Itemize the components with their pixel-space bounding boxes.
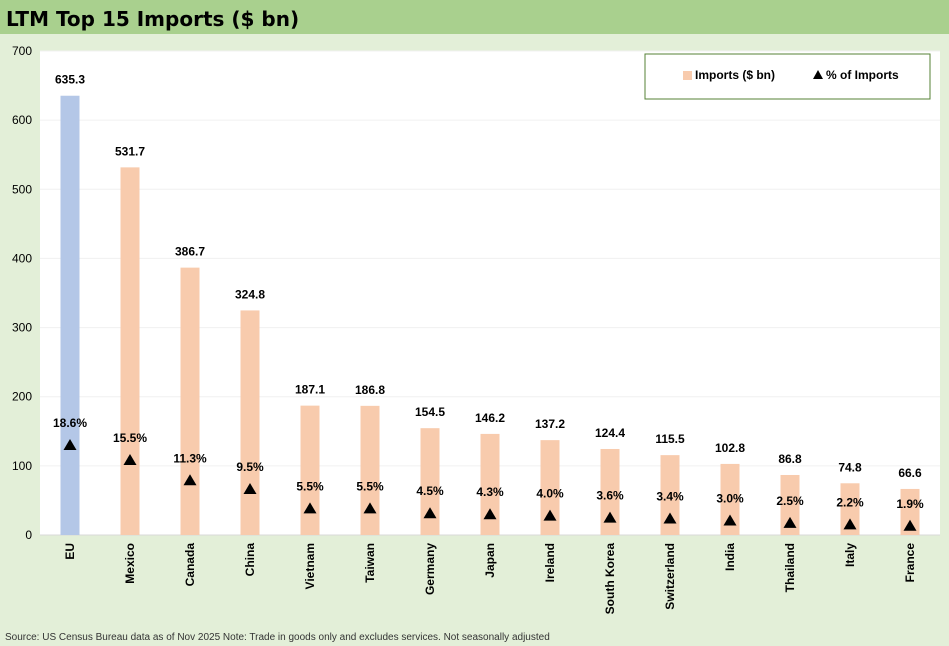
pct-value-label: 2.5% (776, 494, 804, 508)
x-tick-label: Mexico (123, 543, 137, 584)
pct-marker (663, 512, 677, 524)
bar-value-label: 324.8 (235, 287, 265, 301)
y-tick-label: 200 (12, 390, 32, 404)
x-tick-label: Switzerland (663, 543, 677, 610)
bar-value-label: 102.8 (715, 441, 745, 455)
bar-south-korea (600, 448, 620, 535)
legend-label-imports: Imports ($ bn) (695, 68, 775, 82)
y-tick-label: 300 (12, 321, 32, 335)
pct-value-label: 4.0% (536, 487, 564, 501)
x-tick-label: Germany (423, 543, 437, 595)
pct-marker (603, 511, 617, 523)
x-tick-label: Thailand (783, 543, 797, 592)
x-tick-label: India (723, 543, 737, 571)
pct-value-label: 5.5% (356, 479, 384, 493)
pct-marker (123, 453, 137, 465)
legend-swatch-imports (683, 71, 692, 80)
pct-marker (783, 516, 797, 528)
bar-canada (180, 267, 200, 535)
y-tick-label: 600 (12, 113, 32, 127)
bar-taiwan (360, 405, 380, 535)
bar-value-label: 86.8 (778, 452, 802, 466)
bar-value-label: 154.5 (415, 405, 445, 419)
bar-japan (480, 433, 500, 535)
pct-value-label: 4.5% (416, 484, 444, 498)
pct-value-label: 3.6% (596, 489, 624, 503)
bar-value-label: 531.7 (115, 144, 145, 158)
x-tick-label: Vietnam (303, 543, 317, 589)
pct-marker (903, 519, 917, 531)
pct-value-label: 9.5% (236, 460, 264, 474)
bar-thailand (780, 474, 800, 535)
source-note: Source: US Census Bureau data as of Nov … (5, 632, 550, 643)
chart-area: 0 100 200 300 400 500 600 700 635.3 18.6% EU 531.7 1… (0, 34, 949, 624)
bar-china (240, 310, 260, 535)
bar-value-label: 635.3 (55, 73, 85, 87)
bar-value-label: 124.4 (595, 426, 625, 440)
bar-ireland (540, 440, 560, 535)
bar-value-label: 74.8 (838, 460, 862, 474)
bar-value-label: 187.1 (295, 383, 325, 397)
pct-value-label: 1.9% (896, 497, 924, 511)
x-tick-label: Italy (843, 543, 857, 567)
pct-value-label: 11.3% (173, 451, 207, 465)
y-tick-label: 500 (12, 182, 32, 196)
x-tick-label: Ireland (543, 543, 557, 582)
pct-value-label: 18.6% (53, 416, 87, 430)
bar-value-label: 146.2 (475, 411, 505, 425)
bar-mexico (120, 167, 140, 535)
bar-india (720, 463, 740, 535)
pct-marker (363, 502, 377, 514)
title-bar: LTM Top 15 Imports ($ bn) (0, 0, 949, 34)
pct-marker (843, 518, 857, 530)
bar-value-label: 66.6 (898, 466, 922, 480)
pct-marker (183, 474, 197, 486)
bar-eu (60, 95, 80, 536)
pct-marker (543, 509, 557, 521)
x-tick-label: Japan (483, 543, 497, 578)
bar-value-label: 386.7 (175, 245, 205, 259)
pct-value-label: 2.2% (836, 495, 864, 509)
pct-marker (303, 502, 317, 514)
pct-marker (423, 507, 437, 519)
pct-marker (483, 508, 497, 520)
pct-marker (723, 514, 737, 526)
x-tick-label: France (903, 543, 917, 583)
imports-chart: 0 100 200 300 400 500 600 700 635.3 18.6% EU 531.7 1… (12, 44, 940, 615)
pct-value-label: 3.4% (656, 490, 684, 504)
legend-label-pct: % of Imports (826, 68, 899, 82)
y-tick-label: 700 (12, 44, 32, 58)
bar-france (900, 488, 920, 535)
x-tick-label: South Korea (603, 543, 617, 615)
y-tick-label: 400 (12, 251, 32, 265)
legend-box (644, 53, 931, 100)
pct-marker (63, 438, 77, 450)
x-tick-label: Canada (183, 543, 197, 587)
chart-title: LTM Top 15 Imports ($ bn) (6, 7, 300, 31)
x-tick-label: China (243, 543, 257, 577)
x-tick-label: EU (63, 543, 77, 560)
bar-italy (840, 483, 860, 535)
y-tick-label: 0 (25, 528, 32, 542)
bar-value-label: 137.2 (535, 417, 565, 431)
pct-value-label: 4.3% (476, 485, 504, 499)
bar-vietnam (300, 405, 320, 535)
pct-value-label: 3.0% (716, 491, 744, 505)
bar-value-label: 115.5 (655, 432, 685, 446)
bar-value-label: 186.8 (355, 383, 385, 397)
y-tick-label: 100 (12, 459, 32, 473)
bar-germany (420, 428, 440, 535)
x-tick-label: Taiwan (363, 543, 377, 583)
pct-value-label: 15.5% (113, 431, 147, 445)
pct-value-label: 5.5% (296, 479, 324, 493)
pct-marker (243, 483, 257, 495)
bar-switzerland (660, 455, 680, 535)
legend-marker-pct (813, 70, 823, 79)
